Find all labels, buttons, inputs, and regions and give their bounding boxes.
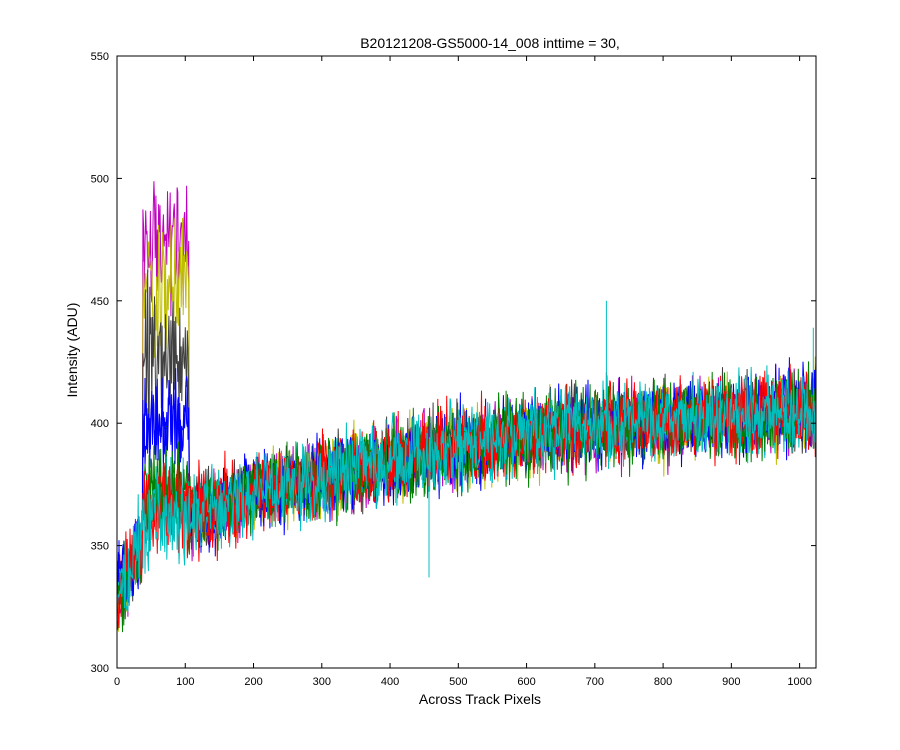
axes-box [116,55,817,669]
y-tick-label: 500 [91,173,109,185]
plot-area [117,56,816,668]
y-tick-label: 300 [91,663,109,675]
x-tick-label: 700 [586,676,604,688]
x-tick-label: 1000 [787,676,811,688]
y-tick-label: 400 [91,418,109,430]
y-axis-title: Intensity (ADU) [64,303,80,398]
tick-layer: 0 100 200 300 400 500 600 700 800 900 1000 300 350 40… [91,51,816,688]
y-tick-label: 350 [91,541,109,553]
x-tick-label: 200 [244,676,262,688]
x-tick-label: 300 [313,676,331,688]
x-tick-label: 0 [114,676,120,688]
x-tick-label: 900 [722,676,740,688]
chart-title: B20121208-GS5000-14_008 inttime = 30, [360,35,620,51]
x-tick-label: 100 [176,676,194,688]
series-layer [116,181,817,633]
x-tick-label: 800 [654,676,672,688]
y-tick-label: 450 [91,296,109,308]
x-tick-label: 500 [449,676,467,688]
y-tick-label: 550 [91,51,109,63]
x-axis-title: Across Track Pixels [419,691,541,707]
x-tick-label: 600 [517,676,535,688]
series-line-3-pass-10 [116,366,817,612]
x-tick-label: 400 [381,676,399,688]
